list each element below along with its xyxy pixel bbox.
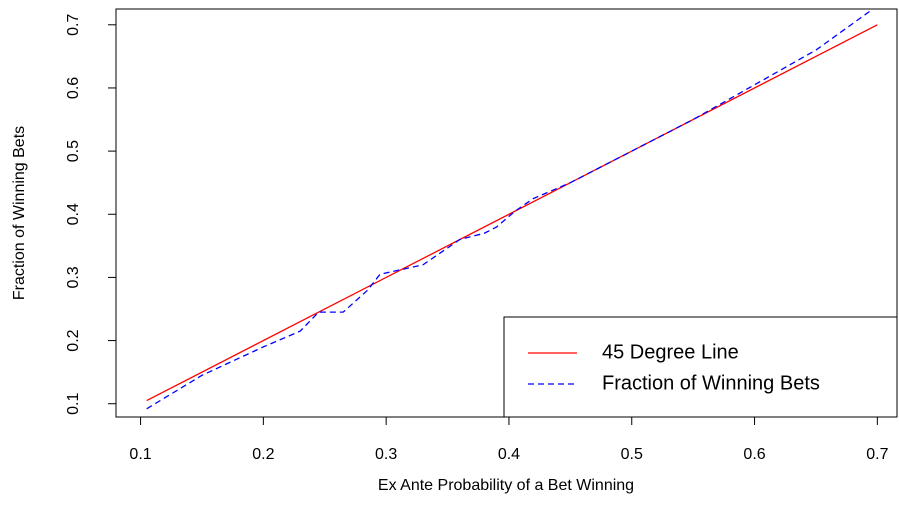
- x-tick-label: 0.2: [252, 446, 274, 463]
- y-tick-label: 0.7: [65, 14, 82, 36]
- y-tick-label: 0.6: [65, 77, 82, 99]
- x-tick-label: 0.5: [621, 446, 643, 463]
- y-tick-label: 0.1: [65, 393, 82, 415]
- y-tick-label: 0.4: [65, 203, 82, 225]
- x-tick-label: 0.7: [866, 446, 888, 463]
- legend-label: Fraction of Winning Bets: [602, 372, 820, 394]
- legend-box: [503, 316, 898, 418]
- legend-label: 45 Degree Line: [602, 341, 739, 363]
- x-tick-label: 0.3: [375, 446, 397, 463]
- y-tick-label: 0.3: [65, 266, 82, 288]
- y-axis-label: Fraction of Winning Bets: [11, 126, 28, 300]
- x-tick-label: 0.6: [743, 446, 765, 463]
- plot-area: [146, 9, 878, 410]
- x-tick-label: 0.4: [498, 446, 520, 463]
- x-axis-label: Ex Ante Probability of a Bet Winning: [378, 477, 634, 494]
- y-tick-label: 0.2: [65, 329, 82, 351]
- x-tick-label: 0.1: [129, 446, 151, 463]
- y-tick-label: 0.5: [65, 140, 82, 162]
- series-line: [146, 24, 878, 402]
